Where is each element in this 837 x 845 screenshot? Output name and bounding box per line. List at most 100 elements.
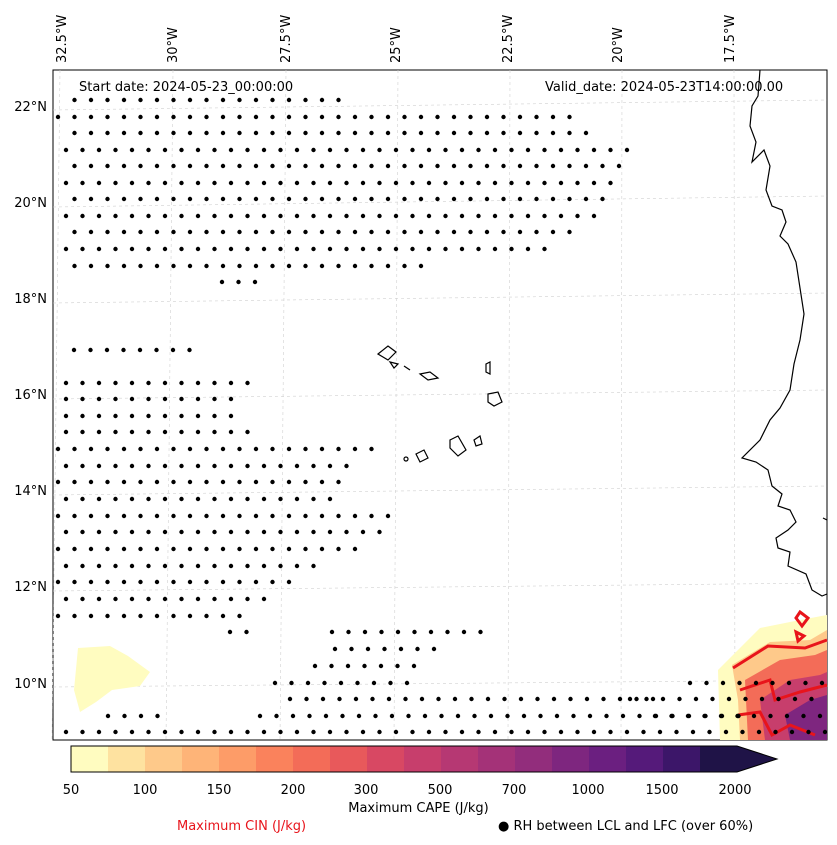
rh-dot	[525, 213, 531, 219]
rh-dot	[436, 696, 441, 702]
rh-dot	[154, 347, 159, 353]
rh-dot	[360, 729, 366, 735]
rh-dot	[63, 413, 69, 419]
map-frame	[52, 69, 828, 741]
colorbar-segment	[219, 746, 257, 772]
rh-dot	[319, 114, 325, 120]
rh-dot	[195, 246, 201, 252]
rh-dot	[792, 696, 798, 702]
rh-dot	[146, 729, 151, 735]
rh-dot	[228, 246, 234, 252]
rh-dot	[776, 696, 781, 702]
rh-dot	[257, 713, 263, 719]
rh-dot	[195, 413, 201, 419]
rh-dot	[80, 529, 85, 535]
rh-dot	[261, 213, 267, 219]
cin-legend-label: Maximum CIN (J/kg)	[177, 819, 307, 834]
rh-dot	[113, 246, 118, 252]
rh-dot	[377, 529, 382, 535]
rh-dot	[469, 696, 474, 702]
rh-dot	[220, 479, 226, 485]
colorbar-segment	[515, 746, 553, 772]
rh-dot	[121, 229, 127, 235]
rh-dot	[600, 196, 605, 202]
lon-label-20w: 20°W	[611, 27, 626, 63]
rh-dot	[542, 213, 547, 219]
rh-dot	[461, 629, 467, 635]
rh-dot	[819, 680, 825, 686]
rh-dot	[63, 596, 69, 602]
rh-dot	[195, 396, 201, 402]
rh-dot	[179, 596, 184, 602]
rh-dot	[245, 213, 250, 219]
africa-coastline	[740, 69, 828, 597]
rh-dot	[320, 696, 326, 702]
rh-dot	[517, 163, 523, 169]
rh-dot	[468, 229, 473, 235]
rh-dot	[55, 479, 61, 485]
rh-dot	[179, 563, 184, 569]
rh-legend-label: RH between LCL and LFC (over 60%)	[513, 819, 754, 834]
rh-dot	[509, 213, 514, 219]
rh-dot	[121, 114, 127, 120]
rh-dot	[410, 729, 415, 735]
rh-dot	[179, 147, 184, 153]
rh-dot	[410, 246, 415, 252]
rh-dot	[220, 229, 226, 235]
rh-dot	[355, 680, 360, 686]
rh-dot	[88, 130, 94, 136]
rh-dot	[105, 479, 110, 485]
rh-dot	[770, 680, 775, 686]
rh-dot	[311, 213, 316, 219]
rh-dot	[319, 446, 325, 452]
rh-dot	[212, 147, 217, 153]
rh-dot	[113, 396, 118, 402]
rh-dot	[55, 546, 61, 552]
rh-dot	[129, 147, 135, 153]
rh-dot	[187, 130, 193, 136]
rh-dot	[435, 114, 440, 120]
rh-dot	[154, 130, 160, 136]
rh-dot	[237, 613, 242, 619]
rh-dot	[286, 579, 292, 585]
cb-tick-200: 200	[281, 783, 306, 798]
rh-dot	[488, 713, 494, 719]
rh-dot	[253, 163, 259, 169]
rh-dot	[129, 429, 135, 435]
rh-dot	[657, 729, 663, 735]
colorbar-segment	[404, 746, 442, 772]
colorbar-segment	[441, 746, 479, 772]
rh-dot	[278, 529, 283, 535]
rh-dot	[212, 529, 217, 535]
rh-dot	[443, 729, 448, 735]
rh-dot	[63, 463, 69, 469]
rh-dot	[179, 429, 184, 435]
rh-dot	[492, 180, 498, 186]
rh-dot	[179, 396, 184, 402]
rh-dot	[237, 196, 242, 202]
rh-dot	[237, 579, 242, 585]
longitude-labels: 32.5°W 30°W 27.5°W 25°W 22.5°W 20°W 17.5…	[55, 15, 738, 63]
rh-dot	[63, 380, 69, 386]
rh-dot	[195, 380, 201, 386]
rh-dot	[237, 163, 242, 169]
rh-dot	[352, 229, 358, 235]
rh-dot	[187, 114, 193, 120]
rh-dot	[253, 229, 259, 235]
rh-dot	[402, 130, 407, 136]
rh-dot	[352, 513, 358, 519]
rh-dot	[270, 546, 275, 552]
rh-dot	[261, 180, 267, 186]
rh-dot	[501, 163, 506, 169]
rh-dot	[303, 163, 308, 169]
rh-dot	[162, 396, 168, 402]
rh-dot	[517, 196, 523, 202]
rh-dot	[146, 246, 151, 252]
rh-dot	[220, 196, 226, 202]
rh-dot	[534, 229, 539, 235]
rh-dot	[195, 213, 201, 219]
rh-dot	[600, 163, 605, 169]
rh-dot	[587, 713, 593, 719]
cb-tick-700: 700	[502, 783, 527, 798]
